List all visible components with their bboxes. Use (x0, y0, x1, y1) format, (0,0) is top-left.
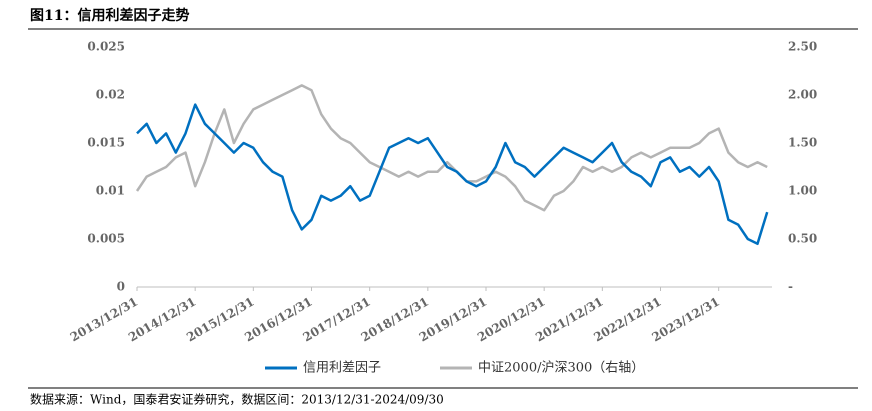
series-line (135, 84, 768, 212)
y-tick-label: 0.005 (87, 232, 125, 246)
y2-tick-label: 2.50 (788, 40, 817, 54)
y2-tick-label: 1.00 (788, 184, 817, 198)
y2-tick-label: 0.50 (788, 232, 817, 246)
y-tick-label: 0 (117, 280, 125, 294)
chart-title: 图11：信用利差因子走势 (30, 7, 189, 24)
y2-tick-label: 2.00 (788, 88, 817, 102)
y-tick-label: 0.01 (96, 184, 125, 198)
y-tick-label: 0.015 (87, 136, 125, 150)
y2-tick-label: - (788, 280, 793, 294)
y2-tick-label: 1.50 (788, 136, 817, 150)
legend-label: 中证2000/沪深300（右轴） (478, 360, 644, 376)
series-line (136, 103, 769, 246)
y-tick-label: 0.02 (96, 88, 125, 102)
y-tick-label: 0.025 (87, 40, 125, 54)
source-note: 数据来源：Wind，国泰君安证券研究，数据区间：2013/12/31-2024/… (30, 392, 444, 407)
legend-label: 信用利差因子 (303, 361, 381, 376)
